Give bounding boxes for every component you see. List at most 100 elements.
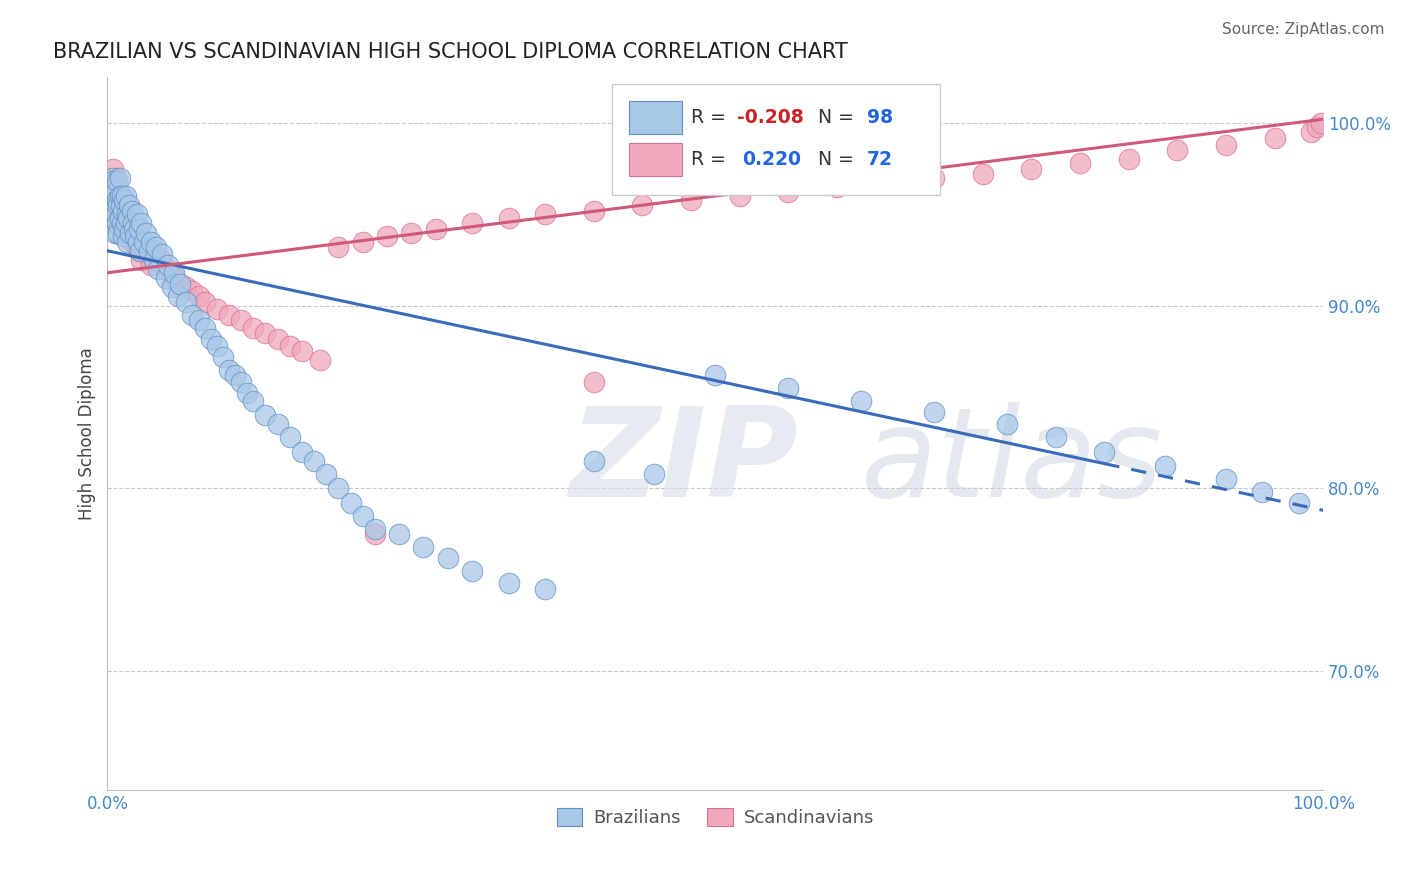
- Text: Source: ZipAtlas.com: Source: ZipAtlas.com: [1222, 22, 1385, 37]
- Point: [117, 211, 139, 225]
- Point: [122, 216, 145, 230]
- Point: [107, 198, 129, 212]
- Point: [128, 222, 150, 236]
- Point: [138, 244, 160, 258]
- Point: [129, 244, 152, 258]
- Point: [141, 235, 163, 249]
- Point: [160, 280, 183, 294]
- Point: [205, 302, 228, 317]
- Point: [291, 344, 314, 359]
- Point: [582, 454, 605, 468]
- Point: [100, 198, 122, 212]
- Point: [176, 295, 198, 310]
- Point: [364, 527, 387, 541]
- Point: [108, 211, 131, 225]
- Point: [1263, 130, 1285, 145]
- Point: [498, 576, 520, 591]
- Text: 98: 98: [868, 108, 893, 128]
- Point: [825, 179, 848, 194]
- Text: ZIP: ZIP: [569, 401, 799, 523]
- Point: [103, 189, 125, 203]
- Point: [131, 252, 153, 267]
- Point: [103, 161, 125, 176]
- FancyBboxPatch shape: [612, 85, 941, 194]
- Point: [254, 409, 277, 423]
- Point: [142, 252, 165, 267]
- Point: [111, 216, 134, 230]
- Point: [103, 174, 125, 188]
- Legend: Brazilians, Scandinavians: Brazilians, Scandinavians: [550, 801, 882, 834]
- Point: [110, 193, 132, 207]
- Point: [218, 362, 240, 376]
- Point: [995, 417, 1018, 432]
- Point: [105, 216, 128, 230]
- Point: [1251, 485, 1274, 500]
- Point: [187, 289, 209, 303]
- Point: [1021, 161, 1043, 176]
- Point: [352, 508, 374, 523]
- Point: [704, 368, 727, 382]
- Point: [236, 386, 259, 401]
- Point: [194, 295, 217, 310]
- Point: [101, 207, 124, 221]
- Point: [849, 393, 872, 408]
- Point: [132, 240, 155, 254]
- Point: [112, 203, 135, 218]
- Point: [155, 271, 177, 285]
- Point: [534, 582, 557, 596]
- Point: [169, 277, 191, 291]
- Point: [461, 564, 484, 578]
- Text: 0.220: 0.220: [742, 150, 801, 169]
- Point: [136, 247, 159, 261]
- Point: [125, 207, 148, 221]
- FancyBboxPatch shape: [628, 143, 682, 176]
- Point: [1299, 125, 1322, 139]
- Point: [328, 240, 350, 254]
- Point: [100, 174, 122, 188]
- Point: [266, 417, 288, 432]
- Point: [254, 326, 277, 340]
- Point: [114, 211, 136, 225]
- Point: [1166, 144, 1188, 158]
- Point: [1215, 137, 1237, 152]
- Point: [128, 244, 150, 258]
- Point: [101, 170, 124, 185]
- Point: [135, 226, 157, 240]
- Text: BRAZILIAN VS SCANDINAVIAN HIGH SCHOOL DIPLOMA CORRELATION CHART: BRAZILIAN VS SCANDINAVIAN HIGH SCHOOL DI…: [52, 42, 848, 62]
- Point: [150, 247, 173, 261]
- Point: [112, 226, 135, 240]
- Point: [157, 259, 180, 273]
- Point: [104, 179, 127, 194]
- Point: [679, 193, 702, 207]
- Point: [401, 226, 423, 240]
- Point: [778, 186, 800, 200]
- Point: [104, 216, 127, 230]
- Point: [309, 353, 332, 368]
- Point: [1288, 496, 1310, 510]
- Point: [159, 266, 181, 280]
- Point: [631, 198, 654, 212]
- Point: [200, 332, 222, 346]
- Point: [1306, 120, 1329, 134]
- Point: [194, 320, 217, 334]
- Point: [105, 186, 128, 200]
- Point: [98, 189, 121, 203]
- Point: [461, 216, 484, 230]
- Text: R =: R =: [690, 150, 738, 169]
- Point: [112, 203, 135, 218]
- Point: [165, 271, 187, 285]
- Point: [922, 404, 945, 418]
- Point: [187, 313, 209, 327]
- Point: [104, 198, 127, 212]
- Point: [115, 207, 138, 221]
- Point: [112, 222, 135, 236]
- Y-axis label: High School Diploma: High School Diploma: [79, 347, 96, 520]
- Point: [1069, 156, 1091, 170]
- Point: [112, 229, 135, 244]
- Text: -0.208: -0.208: [737, 108, 804, 128]
- Point: [122, 229, 145, 244]
- Point: [120, 226, 142, 240]
- Point: [145, 240, 167, 254]
- Point: [155, 262, 177, 277]
- Point: [582, 376, 605, 390]
